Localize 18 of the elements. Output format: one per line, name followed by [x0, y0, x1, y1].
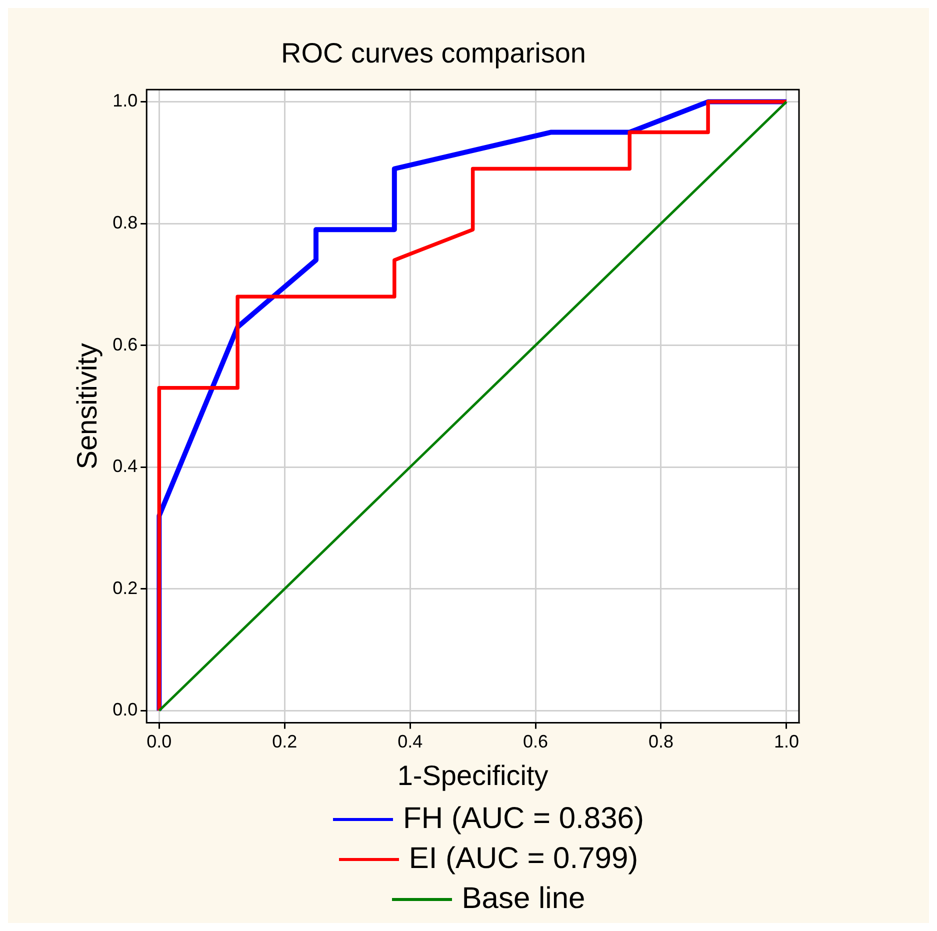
legend-label: FH (AUC = 0.836): [403, 802, 644, 836]
legend-label: Base line: [462, 882, 586, 916]
y-tick-label: 0.6: [112, 334, 138, 354]
y-tick-label: 0.8: [112, 212, 138, 233]
x-tick-label: 1.0: [774, 732, 799, 752]
y-tick-label: 1.0: [112, 90, 138, 111]
y-axis-title: Sensitivity: [72, 343, 103, 470]
y-tick-label: 0.0: [112, 700, 138, 720]
x-axis-title: 1-Specificity: [397, 760, 548, 791]
y-tick-label: 0.4: [112, 456, 138, 476]
x-tick-label: 0.0: [146, 732, 172, 752]
x-tick-label: 0.8: [648, 732, 674, 752]
y-tick-label: 0.2: [112, 578, 138, 598]
x-tick-label: 0.4: [398, 732, 423, 752]
x-tick-label: 0.6: [523, 732, 548, 752]
legend-label: EI (AUC = 0.799): [408, 842, 638, 876]
chart-title: ROC curves comparison: [281, 38, 586, 69]
x-tick-label: 0.2: [272, 732, 298, 752]
